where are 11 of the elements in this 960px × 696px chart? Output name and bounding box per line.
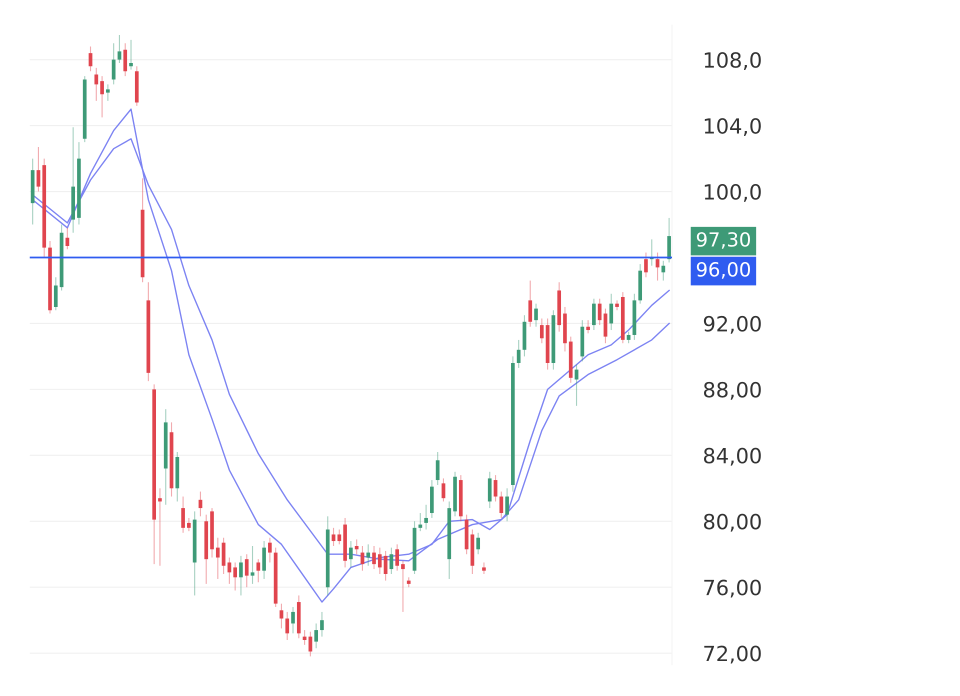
y-tick-label: 72,00 — [704, 646, 761, 664]
text: 97,30 — [696, 232, 750, 249]
y-tick-label: 92,00 — [704, 316, 761, 334]
y-tick-label: 108,0 — [704, 52, 761, 70]
y-tick-label: 80,00 — [704, 514, 761, 532]
y-tick-label: 76,00 — [704, 580, 761, 598]
y-tick-label: 84,00 — [704, 448, 761, 466]
y-tick-label: 100,0 — [704, 184, 761, 202]
y-tick-label: 104,0 — [704, 118, 761, 136]
ref-line-label: 96,00 — [696, 262, 750, 279]
y-tick-label: 88,00 — [704, 382, 761, 400]
